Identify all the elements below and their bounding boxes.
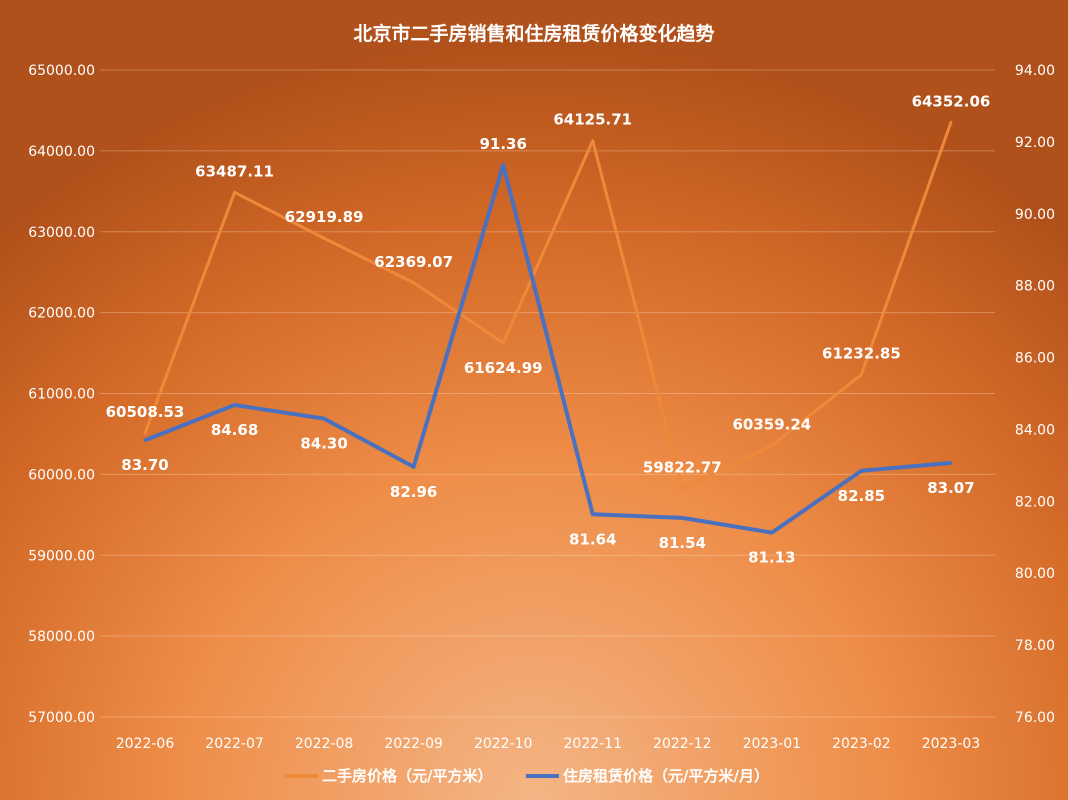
- x-tick-label: 2023-01: [743, 736, 802, 752]
- x-tick-label: 2022-07: [205, 736, 264, 752]
- data-point: [501, 341, 505, 345]
- rent-price-line: [144, 162, 952, 535]
- data-point: [322, 417, 326, 421]
- data-point: [949, 461, 953, 465]
- data-point: [233, 190, 237, 194]
- x-tick-label: 2022-06: [116, 736, 175, 752]
- data-label: 61624.99: [464, 359, 543, 377]
- y-right-tick-label: 86.00: [1015, 351, 1055, 367]
- data-label: 60359.24: [732, 415, 811, 433]
- chart-title: 北京市二手房销售和住房租赁价格变化趋势: [353, 22, 714, 45]
- data-point: [412, 465, 416, 469]
- data-label: 64125.71: [553, 111, 632, 129]
- data-label: 84.68: [211, 421, 258, 439]
- y-left-tick-label: 58000.00: [28, 629, 95, 645]
- data-point: [859, 469, 863, 473]
- data-label: 62369.07: [374, 253, 453, 271]
- data-point: [949, 120, 953, 124]
- house-price-line: [143, 121, 953, 491]
- data-point: [591, 512, 595, 516]
- data-label: 61232.85: [822, 345, 901, 363]
- y-left-tick-label: 65000.00: [28, 63, 95, 79]
- x-tick-label: 2023-02: [832, 736, 891, 752]
- y-left-tick-label: 57000.00: [28, 710, 95, 726]
- data-point: [680, 516, 684, 520]
- gridlines: [100, 69, 995, 718]
- data-point: [143, 431, 147, 435]
- data-label: 64352.06: [912, 92, 991, 110]
- data-label: 81.13: [748, 549, 795, 567]
- x-tick-label: 2022-11: [564, 736, 623, 752]
- data-label: 81.64: [569, 530, 616, 548]
- y-left-tick-label: 60000.00: [28, 467, 95, 483]
- x-tick-label: 2023-03: [922, 736, 981, 752]
- data-point: [501, 163, 505, 167]
- y-left-tick-label: 64000.00: [28, 144, 95, 160]
- data-label: 82.85: [838, 487, 885, 505]
- series-lines: [143, 120, 953, 535]
- legend: 二手房价格（元/平方米） 住房租赁价格（元/平方米/月）: [285, 767, 769, 785]
- data-point: [591, 139, 595, 143]
- data-point: [859, 373, 863, 377]
- data-label: 62919.89: [285, 208, 364, 226]
- legend-label-house-price: 二手房价格（元/平方米）: [322, 767, 492, 785]
- data-point: [143, 438, 147, 442]
- data-point: [322, 236, 326, 240]
- y-right-tick-label: 94.00: [1015, 63, 1055, 79]
- data-label: 63487.11: [195, 162, 274, 180]
- y-right-tick-label: 88.00: [1015, 279, 1055, 295]
- data-point: [770, 531, 774, 535]
- x-tick-label: 2022-10: [474, 736, 533, 752]
- data-label: 84.30: [300, 435, 347, 453]
- y-right-tick-label: 76.00: [1015, 710, 1055, 726]
- y-left-tick-label: 62000.00: [28, 306, 95, 322]
- data-labels: 60508.53 63487.11 62919.89 62369.07 61624.99…: [106, 92, 991, 566]
- data-label: 91.36: [479, 135, 526, 153]
- y-right-tick-label: 82.00: [1015, 494, 1055, 510]
- data-point: [770, 443, 774, 447]
- data-point: [233, 403, 237, 407]
- data-point: [680, 487, 684, 491]
- data-label: 59822.77: [643, 459, 722, 477]
- y-left-tick-label: 63000.00: [28, 225, 95, 241]
- data-label: 83.07: [927, 479, 974, 497]
- y-left-tick-label: 59000.00: [28, 548, 95, 564]
- x-tick-label: 2022-12: [653, 736, 712, 752]
- data-label: 83.70: [121, 456, 168, 474]
- y-right-tick-label: 92.00: [1015, 135, 1055, 151]
- data-label: 82.96: [390, 483, 437, 501]
- y-right-tick-label: 90.00: [1015, 207, 1055, 223]
- y-right-tick-label: 78.00: [1015, 638, 1055, 654]
- y-right-tick-label: 84.00: [1015, 422, 1055, 438]
- axis-ticks: 57000.00 58000.00 59000.00 60000.00 61000.00…: [28, 63, 1055, 752]
- y-right-tick-label: 80.00: [1015, 566, 1055, 582]
- y-left-tick-label: 61000.00: [28, 387, 95, 403]
- data-label: 60508.53: [106, 403, 185, 421]
- x-tick-label: 2022-09: [384, 736, 443, 752]
- x-tick-label: 2022-08: [295, 736, 354, 752]
- data-point: [412, 281, 416, 285]
- data-label: 81.54: [659, 534, 706, 552]
- legend-label-rent-price: 住房租赁价格（元/平方米/月）: [563, 767, 769, 785]
